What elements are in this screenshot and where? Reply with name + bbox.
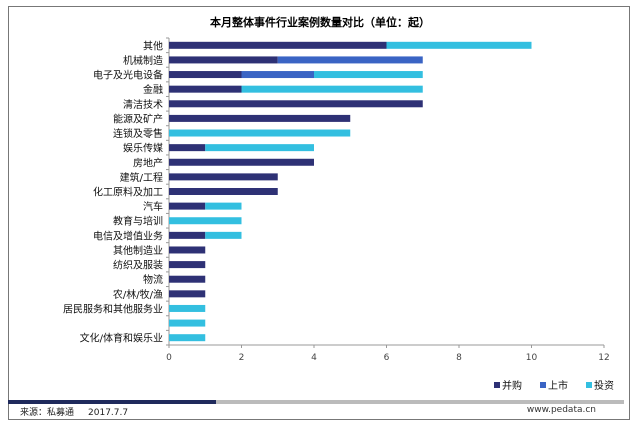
bar-并购 [169,41,387,49]
category-label: 教育与培训 [113,215,163,228]
footer-accent-bar [8,400,216,404]
bar-投资 [314,71,423,79]
legend-swatch [494,381,500,388]
category-label: 电子及光电设备 [93,69,163,82]
bar-并购 [169,188,278,195]
x-tick-label: 2 [239,353,245,363]
legend-label: 并购 [502,381,522,392]
bar-投资 [169,319,206,327]
legend-item-1: 上市 [540,377,568,392]
category-label: 建筑/工程 [120,171,163,184]
bar-并购 [169,231,206,239]
x-tick-label: 8 [456,353,462,363]
category-label: 居民服务和其他服务业 [63,302,163,315]
bar-并购 [169,85,242,93]
legend-item-2: 投资 [586,377,614,392]
bar-并购 [169,246,206,254]
category-label: 能源及矿产 [113,112,163,125]
category-label: 连锁及零售 [113,127,163,140]
category-label: 文化/体育和娱乐业 [80,332,163,345]
bar-投资 [169,304,206,312]
bar-投资 [386,41,532,49]
legend-label: 上市 [548,381,568,392]
category-label: 其他制造业 [113,244,163,257]
bar-并购 [169,100,423,108]
bar-并购 [169,158,314,166]
x-tick-label: 6 [384,353,390,363]
bar-并购 [169,114,351,122]
category-label: 金融 [143,83,163,96]
legend-swatch [586,381,592,388]
chart-title: 本月整体事件行业案例数量对比（单位：起） [210,16,430,29]
x-tick-label: 4 [311,353,317,363]
legend: 并购 上市 投资 [494,377,614,392]
bar-并购 [169,275,206,283]
legend-label: 投资 [594,381,614,392]
category-label: 娱乐传媒 [123,142,163,155]
bar-投资 [169,217,242,225]
bar-并购 [169,261,206,269]
bar-并购 [169,290,206,298]
bar-并购 [169,56,278,64]
source-url: www.pedata.cn [526,405,596,415]
bar-上市 [241,71,314,79]
legend-item-0: 并购 [494,377,522,392]
category-label: 清洁技术 [123,98,163,111]
category-label: 机械制造 [123,54,163,67]
source-date: 2017.7.7 [88,408,129,418]
bar-上市 [277,56,423,64]
bar-并购 [169,71,242,79]
x-tick-label: 0 [166,353,172,363]
bar-投资 [205,144,314,152]
bar-投资 [169,334,206,342]
bar-并购 [169,173,278,181]
bar-并购 [169,202,206,210]
category-label: 物流 [143,273,163,286]
legend-swatch [540,381,546,388]
category-label: 化工原料及加工 [93,186,163,199]
category-label: 纺织及服装 [113,259,163,272]
chart-frame [8,6,630,420]
category-label: 电信及增值业务 [93,229,163,242]
category-label: 农/林/牧/渔 [113,288,163,301]
bar-投资 [205,231,242,239]
x-tick-label: 10 [526,353,538,363]
bar-并购 [169,144,206,152]
bar-投资 [205,202,242,210]
bar-投资 [241,85,423,93]
footer-bar [216,400,624,404]
source-note: 来源：私募通 2017.7.7 [20,405,142,418]
source-text: 来源：私募通 [20,408,75,418]
category-label: 汽车 [143,200,163,213]
bar-投资 [169,129,351,137]
category-label: 其他 [143,39,163,52]
x-tick-label: 12 [598,353,609,363]
category-label: 房地产 [133,156,163,169]
